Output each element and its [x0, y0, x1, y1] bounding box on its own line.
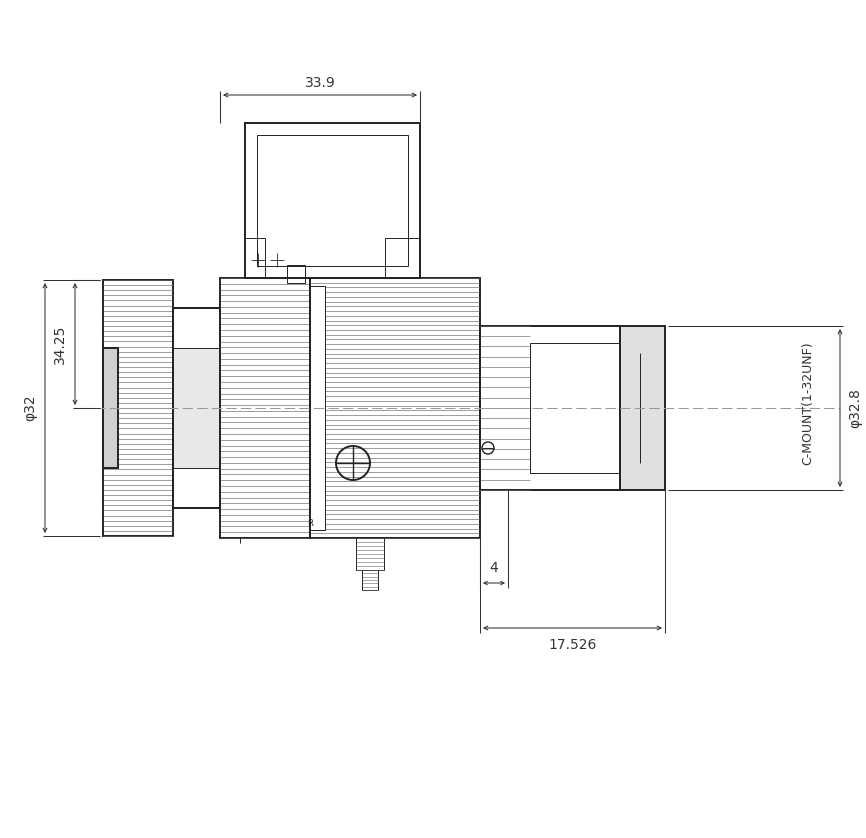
Text: C-MOUNT(1-32UNF): C-MOUNT(1-32UNF) — [802, 341, 815, 465]
Bar — [620, 326, 665, 490]
Bar — [385, 238, 420, 278]
Bar — [173, 348, 220, 468]
Text: 17.526: 17.526 — [548, 638, 597, 652]
Bar — [530, 343, 620, 473]
Bar — [103, 280, 173, 536]
Text: φ32.8: φ32.8 — [848, 388, 862, 428]
Bar — [220, 278, 310, 538]
Bar — [173, 308, 220, 508]
Bar — [310, 286, 325, 530]
Bar — [310, 278, 480, 538]
Text: 33.9: 33.9 — [305, 76, 335, 90]
Text: R: R — [307, 519, 313, 527]
Bar — [287, 265, 305, 283]
Bar — [362, 570, 378, 590]
Text: 34.25: 34.25 — [53, 324, 67, 364]
Text: 4: 4 — [489, 561, 498, 575]
Bar — [257, 135, 408, 266]
Bar — [103, 348, 118, 468]
Bar — [480, 326, 620, 490]
Text: φ32: φ32 — [23, 395, 37, 422]
Bar — [245, 123, 420, 278]
Bar — [356, 538, 384, 570]
